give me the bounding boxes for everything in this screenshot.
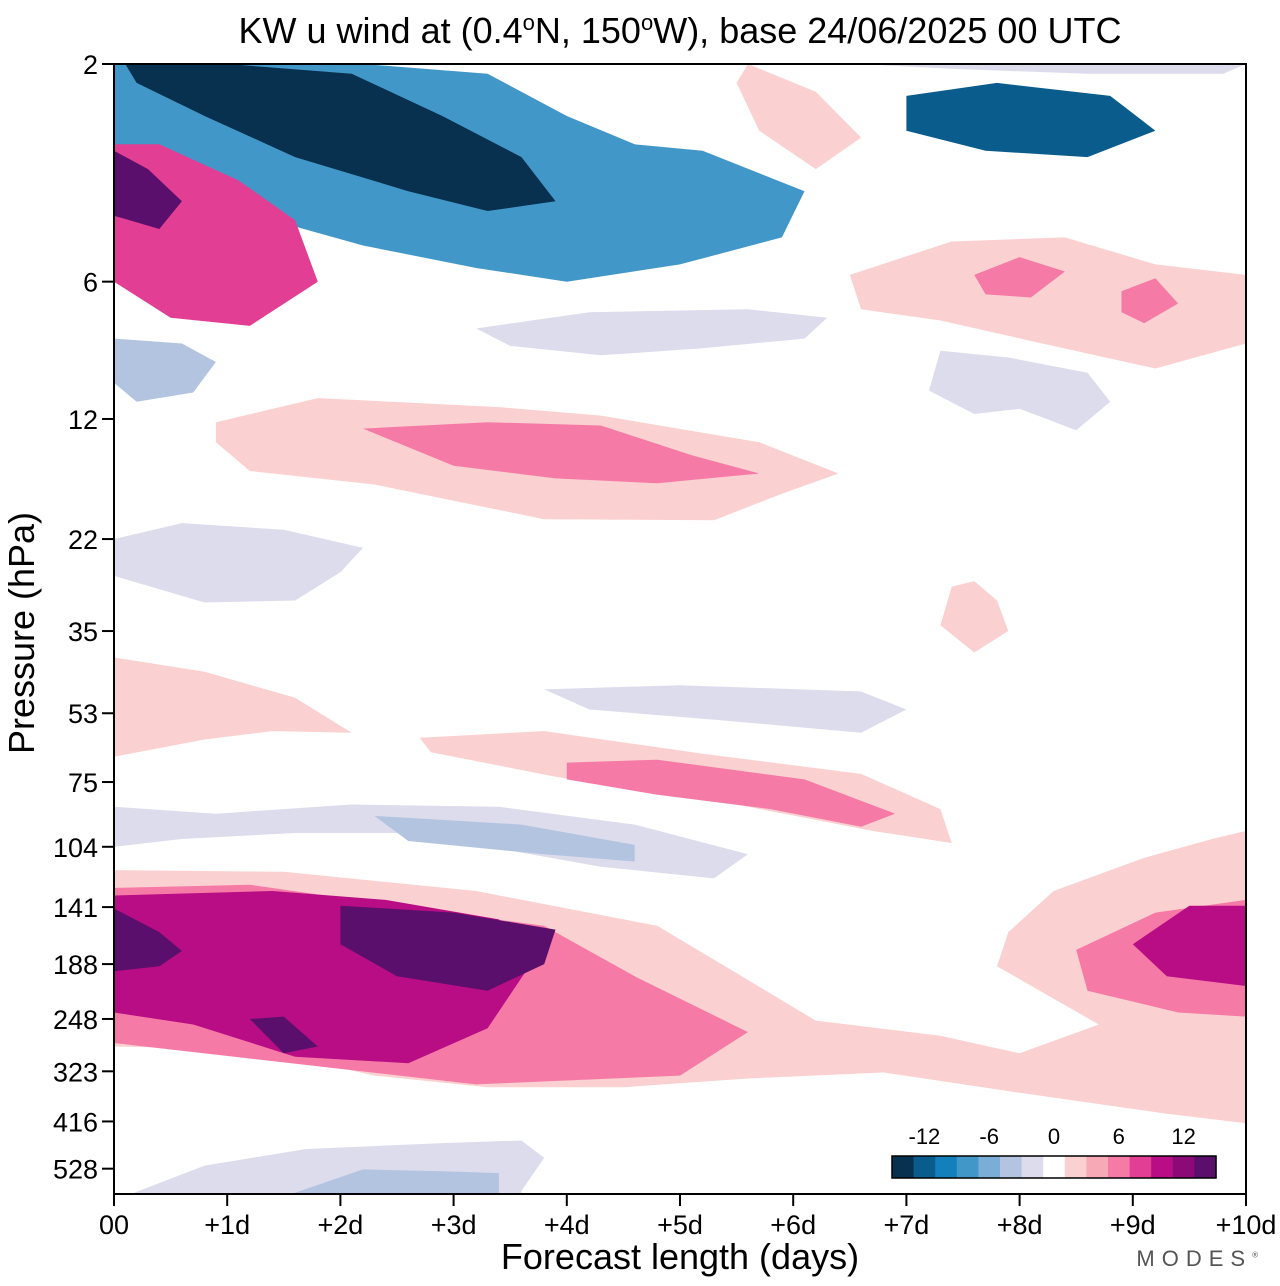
chart-title: KW u wind at (0.4oN, 150oW), base 24/06/… bbox=[238, 10, 1122, 51]
colorbar-label: 6 bbox=[1113, 1124, 1125, 1149]
wind-region-26 bbox=[114, 908, 182, 972]
colorbar-swatch bbox=[956, 1156, 979, 1178]
wind-region-18 bbox=[114, 657, 352, 757]
colorbar-swatch bbox=[1172, 1156, 1195, 1178]
wind-region-10 bbox=[476, 309, 828, 356]
y-tick-label: 75 bbox=[68, 768, 98, 798]
colorbar-swatch bbox=[913, 1156, 936, 1178]
y-tick-label: 2 bbox=[83, 50, 98, 80]
colorbar-swatch bbox=[1194, 1156, 1217, 1178]
colorbar-label: -12 bbox=[909, 1124, 941, 1149]
colorbar-swatch bbox=[1151, 1156, 1174, 1178]
wind-region-16 bbox=[940, 581, 1009, 653]
colorbar-label: 0 bbox=[1048, 1124, 1060, 1149]
colorbar-swatch bbox=[1021, 1156, 1044, 1178]
wind-region-12 bbox=[929, 350, 1111, 431]
y-tick-label: 104 bbox=[53, 833, 98, 863]
y-tick-label: 6 bbox=[83, 268, 98, 298]
wind-region-31 bbox=[1132, 905, 1246, 986]
wind-region-17 bbox=[544, 685, 907, 733]
x-tick-label: +3d bbox=[431, 1210, 477, 1240]
x-tick-label: +8d bbox=[997, 1210, 1043, 1240]
colorbar-swatch bbox=[1108, 1156, 1131, 1178]
wind-region-21 bbox=[114, 804, 748, 879]
wind-region-29 bbox=[249, 1016, 318, 1054]
colorbar-swatch bbox=[1043, 1156, 1066, 1178]
colorbar-label: -6 bbox=[979, 1124, 999, 1149]
y-tick-label: 53 bbox=[68, 699, 98, 729]
y-tick-label: 12 bbox=[68, 405, 98, 435]
x-tick-label: +9d bbox=[1110, 1210, 1156, 1240]
wind-region-3 bbox=[125, 64, 556, 211]
colorbar-swatch bbox=[1000, 1156, 1023, 1178]
x-tick-label: +2d bbox=[317, 1210, 363, 1240]
y-tick-label: 188 bbox=[53, 950, 98, 980]
y-tick-label: 248 bbox=[53, 1005, 98, 1035]
wind-region-14 bbox=[363, 422, 760, 484]
x-tick-label: +4d bbox=[544, 1210, 590, 1240]
x-tick-label: +5d bbox=[657, 1210, 703, 1240]
wind-region-8 bbox=[974, 257, 1065, 298]
y-tick-label: 528 bbox=[53, 1155, 98, 1185]
wind-region-15 bbox=[114, 523, 363, 603]
y-axis-label: Pressure (hPa) bbox=[1, 511, 42, 755]
wind-region-22 bbox=[374, 815, 635, 862]
colorbar-swatch bbox=[1064, 1156, 1087, 1178]
colorbar-swatch bbox=[1129, 1156, 1152, 1178]
x-tick-label: +1d bbox=[204, 1210, 250, 1240]
colorbar-swatch bbox=[1086, 1156, 1109, 1178]
colorbar-swatch bbox=[978, 1156, 1001, 1178]
y-tick-label: 416 bbox=[53, 1107, 98, 1137]
y-tick-label: 141 bbox=[53, 893, 98, 923]
colorbar-swatch bbox=[892, 1156, 915, 1178]
wind-region-0 bbox=[861, 64, 1246, 74]
x-tick-label: 00 bbox=[99, 1210, 129, 1240]
y-tick-label: 35 bbox=[68, 617, 98, 647]
wind-region-11 bbox=[114, 338, 216, 402]
x-tick-label: +6d bbox=[770, 1210, 816, 1240]
x-tick-label: +10d bbox=[1216, 1210, 1277, 1240]
wind-region-33 bbox=[291, 1169, 499, 1194]
wind-region-6 bbox=[114, 150, 182, 229]
modes-logo: MODES® bbox=[1136, 1246, 1258, 1271]
y-tick-label: 323 bbox=[53, 1057, 98, 1087]
wind-region-4 bbox=[906, 82, 1156, 158]
wind-region-20 bbox=[566, 759, 896, 827]
wind-region-7 bbox=[849, 237, 1246, 369]
wind-region-28 bbox=[363, 922, 511, 947]
colorbar-label: 12 bbox=[1171, 1124, 1195, 1149]
x-axis-label: Forecast length (days) bbox=[500, 1236, 860, 1277]
y-tick-label: 22 bbox=[68, 525, 98, 555]
x-tick-label: +7d bbox=[883, 1210, 929, 1240]
colorbar-swatch bbox=[935, 1156, 958, 1178]
colorbar-frame bbox=[891, 1155, 1217, 1179]
wind-region-9 bbox=[1121, 278, 1179, 324]
wind-region-1 bbox=[736, 64, 862, 170]
